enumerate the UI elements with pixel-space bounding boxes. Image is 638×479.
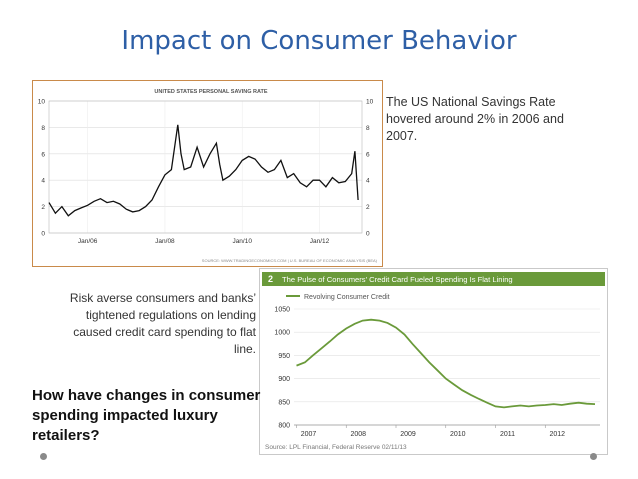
y-tick-label-left: 2 (41, 204, 45, 211)
y-tick-label-left: 10 (38, 99, 46, 106)
x-tick-label: Jan/06 (78, 238, 98, 245)
y-tick-label: 950 (278, 353, 290, 360)
legend-series-name: Revolving Consumer Credit (304, 294, 390, 301)
bullet-dot-left (40, 453, 47, 460)
credit-card-chart: 2 The Pulse of Consumers' Credit Card Fu… (259, 268, 608, 455)
revolving-credit-line (296, 318, 596, 409)
savings-rate-chart: UNITED STATES PERSONAL SAVING RATE 10 10 8… (32, 80, 383, 267)
x-tick-label: 2011 (500, 431, 515, 438)
y-tick-label-right: 2 (366, 204, 370, 211)
y-tick-label-right: 0 (366, 231, 370, 238)
x-tick-label: Jan/12 (310, 238, 330, 245)
savings-rate-note: The US National Savings Rate hovered aro… (386, 95, 564, 143)
credit-chart-source: Source: LPL Financial, Federal Reserve 0… (265, 444, 407, 451)
y-tick-label-right: 4 (366, 178, 370, 185)
credit-card-chart-svg: 2 The Pulse of Consumers' Credit Card Fu… (262, 272, 605, 451)
x-tick-label: Jan/08 (155, 238, 175, 245)
x-tick-label: 2010 (450, 431, 466, 438)
question-text: How have changes in consumer spending im… (32, 387, 261, 444)
savings-chart-source: SOURCE: WWW.TRADINGECONOMICS.COM | U.S. … (202, 258, 378, 263)
bullet-dot-right (590, 453, 597, 460)
slide-title: Impact on Consumer Behavior (121, 26, 517, 56)
y-tick-label: 1050 (274, 307, 290, 314)
y-tick-label-left: 0 (41, 231, 45, 238)
y-tick-label-left: 8 (41, 125, 45, 132)
plot-frame (48, 100, 363, 234)
savings-chart-title: UNITED STATES PERSONAL SAVING RATE (154, 89, 267, 95)
x-tick-label: 2007 (301, 431, 317, 438)
y-tick-label-right: 6 (366, 151, 370, 158)
saving-rate-line (48, 124, 359, 217)
y-tick-label-left: 4 (41, 178, 45, 185)
credit-note: Risk averse consumers and banks’ tighten… (69, 291, 256, 356)
y-tick-label: 850 (278, 399, 290, 406)
x-tick-label: 2012 (549, 431, 565, 438)
savings-rate-chart-svg: UNITED STATES PERSONAL SAVING RATE 10 10 8… (38, 89, 378, 263)
y-tick-label: 900 (278, 376, 290, 383)
x-tick-label: 2009 (400, 431, 416, 438)
x-tick-label: 2008 (350, 431, 366, 438)
credit-chart-title: The Pulse of Consumers' Credit Card Fuel… (282, 275, 513, 284)
y-tick-label-left: 6 (41, 151, 45, 158)
credit-chart-number: 2 (268, 274, 273, 284)
y-tick-label: 800 (278, 423, 290, 430)
x-tick-label: Jan/10 (232, 238, 252, 245)
y-tick-label-right: 10 (366, 99, 374, 106)
credit-chart-header-bg (262, 272, 605, 286)
y-tick-label-right: 8 (366, 125, 370, 132)
y-tick-label: 1000 (274, 330, 290, 337)
